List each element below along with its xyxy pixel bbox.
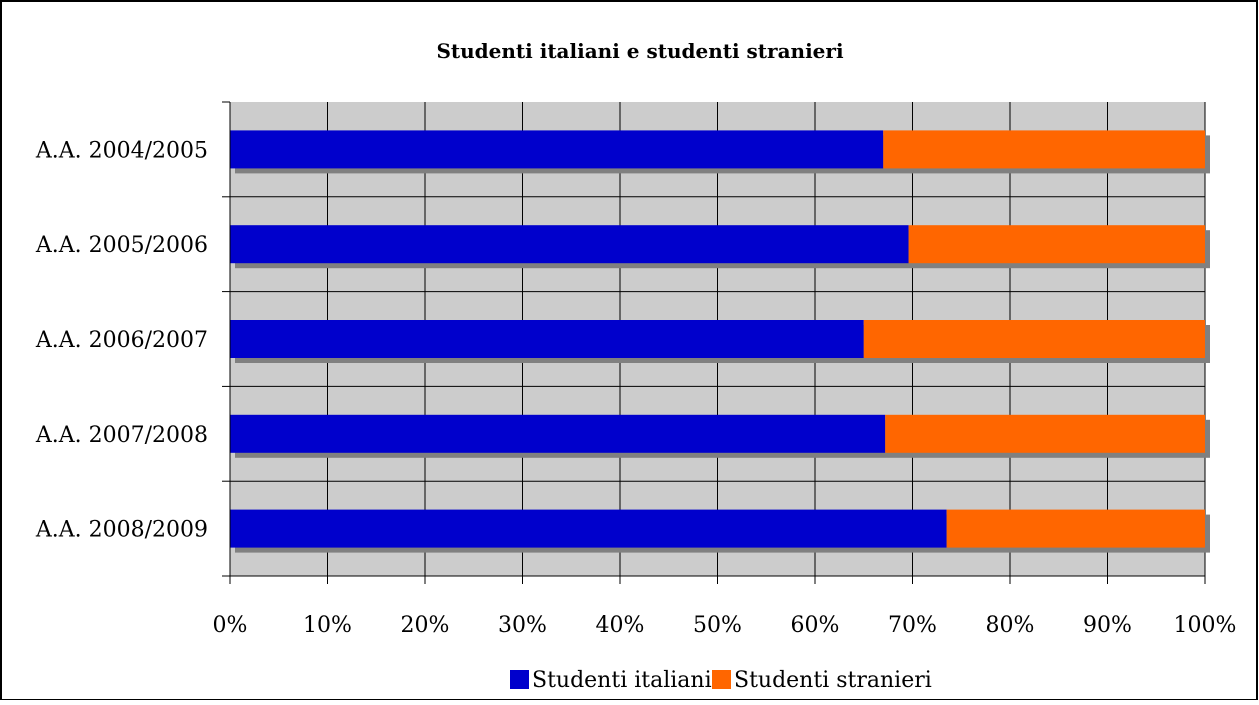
legend: Studenti italiani Studenti stranieri [510,668,932,693]
x-tick-label: 10% [303,613,352,638]
category-label: A.A. 2004/2005 [35,138,208,163]
bar-stranieri [908,225,1205,264]
legend-label: Studenti stranieri [734,668,932,693]
category-label: A.A. 2008/2009 [35,518,208,543]
x-tick-label: 50% [693,613,742,638]
category-label: A.A. 2005/2006 [35,233,208,258]
x-tick-label: 100% [1174,613,1237,638]
x-tick-label: 80% [986,613,1035,638]
bar-stranieri [885,414,1205,453]
category-label: A.A. 2007/2008 [35,423,208,448]
plot-area: A.A. 2004/2005 A.A. 2005/2006 A.A. 2006/20… [35,101,1237,638]
x-tick-label: 0% [213,613,248,638]
bar-italiani [230,320,864,358]
x-tick-label: 70% [888,613,937,638]
chart-title: Studenti italiani e studenti stranieri [436,39,843,63]
legend-swatch [712,670,731,689]
bar-italiani [230,130,884,169]
bar-italiani [230,414,886,453]
bar-stranieri [883,130,1205,169]
category-label: A.A. 2006/2007 [35,328,208,353]
x-tick-label: 40% [596,613,645,638]
bar-italiani [230,509,947,548]
x-tick-label: 30% [498,613,547,638]
legend-swatch [510,670,529,689]
bar-stranieri [946,509,1205,548]
bar-italiani [230,225,909,264]
x-tick-label: 20% [401,613,450,638]
x-tick-label: 60% [791,613,840,638]
x-tick-label: 90% [1083,613,1132,638]
bar-stranieri [863,320,1205,358]
legend-label: Studenti italiani [532,668,712,693]
